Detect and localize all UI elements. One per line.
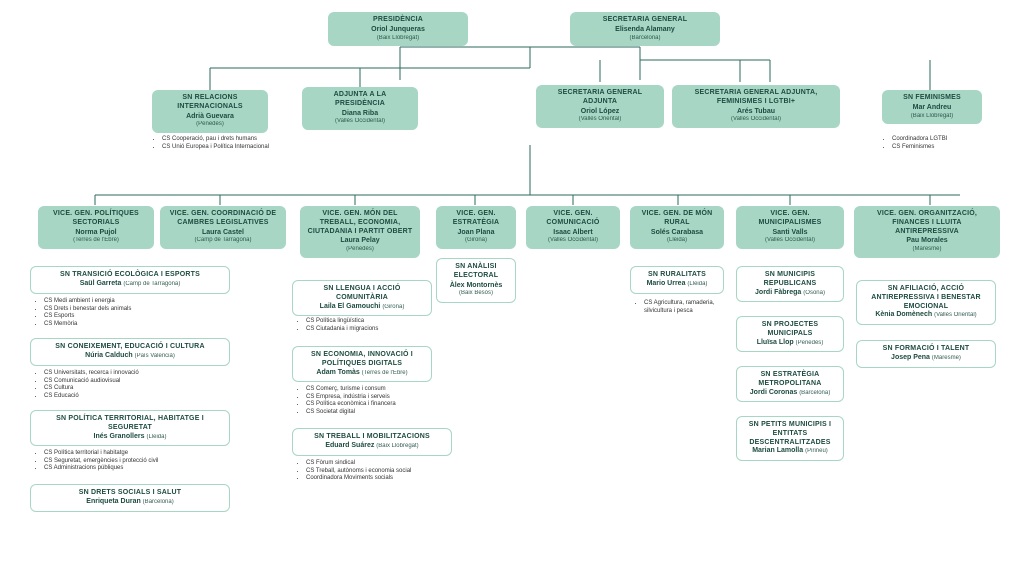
- bullets-rel-intl: CS Cooperació, pau i drets humansCS Unió…: [152, 136, 292, 151]
- bullets-feminismes: Coordinadora LGTBICS Feminismes: [882, 136, 1002, 151]
- node-sn-transicio: SN TRANSICIÓ ECOLÒGICA I ESPORTS Saül Ga…: [30, 266, 230, 294]
- node-sn-estrategia-metropolitana: SN ESTRATÈGIA METROPOLITANA Jordi Corona…: [736, 366, 844, 402]
- node-secretaria-general-adjunta: SECRETARIA GENERAL ADJUNTA Oriol López (…: [536, 85, 664, 128]
- node-vg-comunicacio: VICE. GEN. COMUNICACIÓ Isaac Albert (Val…: [526, 206, 620, 249]
- node-sn-municipis-republicans: SN MUNICIPIS REPUBLICANS Jordi Fàbrega (…: [736, 266, 844, 302]
- bullets-treball-mob: CS Fòrum sindicalCS Treball, autònoms i …: [296, 460, 466, 483]
- node-sn-feminismes: SN FEMINISMES Mar Andreu (Baix Llobregat…: [882, 90, 982, 124]
- bullets-economia: CS Comerç, turisme i consumCS Empresa, i…: [296, 386, 456, 416]
- node-vg-estrategia: VICE. GEN. ESTRATÈGIA Joan Plana (Girona…: [436, 206, 516, 249]
- node-sn-drets-socials: SN DRETS SOCIALS I SALUT Enriqueta Duran…: [30, 484, 230, 512]
- bullets-llengua: CS Política lingüísticaCS Ciutadania i m…: [296, 318, 446, 333]
- node-sn-treball-mobilitzacions: SN TREBALL I MOBILITZACIONS Eduard Suáre…: [292, 428, 452, 456]
- node-sn-afiliacio: SN AFILIACIÓ, ACCIÓ ANTIREPRESSIVA I BEN…: [856, 280, 996, 325]
- bullets-coneixement: CS Universitats, recerca i innovacióCS C…: [34, 370, 234, 400]
- node-secretaria-general-adjunta-feminismes: SECRETARIA GENERAL ADJUNTA, FEMINISMES I…: [672, 85, 840, 128]
- node-vg-cambres: VICE. GEN. COORDINACIÓ DE CAMBRES LEGISL…: [160, 206, 286, 249]
- node-presidencia: PRESIDÈNCIA Oriol Junqueras (Baix Llobre…: [328, 12, 468, 46]
- node-vg-organitzacio: VICE. GEN. ORGANITZACIÓ, FINANCES I LLUI…: [854, 206, 1000, 258]
- node-sn-relacions-internacionals: SN RELACIONS INTERNACIONALS Adrià Guevar…: [152, 90, 268, 133]
- node-vg-municipalismes: VICE. GEN. MUNICIPALISMES Santi Valls (V…: [736, 206, 844, 249]
- node-vg-sectorials: VICE. GEN. POLÍTIQUES SECTORIALS Norma P…: [38, 206, 154, 249]
- node-vg-mon-treball: VICE. GEN. MÓN DEL TREBALL, ECONOMIA, CI…: [300, 206, 420, 258]
- bullets-ruralitats: CS Agricultura, ramaderia, silvicultura …: [634, 300, 734, 315]
- node-sn-formacio-talent: SN FORMACIÓ I TALENT Josep Pena (Maresme…: [856, 340, 996, 368]
- node-sn-politica-territorial: SN POLÍTICA TERRITORIAL, HABITATGE I SEG…: [30, 410, 230, 446]
- node-adjunta-presidencia: ADJUNTA A LA PRESIDÈNCIA Diana Riba (Val…: [302, 87, 418, 130]
- node-sn-petits-municipis: SN PETITS MUNICIPIS I ENTITATS DESCENTRA…: [736, 416, 844, 461]
- node-sn-ruralitats: SN RURALITATS Mario Urrea (Lleida): [630, 266, 724, 294]
- node-sn-economia: SN ECONOMIA, INNOVACIÓ I POLÍTIQUES DIGI…: [292, 346, 432, 382]
- node-sn-projectes-municipals: SN PROJECTES MUNICIPALS Lluïsa Llop (Pen…: [736, 316, 844, 352]
- bullets-transicio: CS Medi ambient i energiaCS Drets i bene…: [34, 298, 234, 328]
- node-sn-coneixement: SN CONEIXEMENT, EDUCACIÓ I CULTURA Núria…: [30, 338, 230, 366]
- node-sn-llengua: SN LLENGUA I ACCIÓ COMUNITÀRIA Laila El …: [292, 280, 432, 316]
- node-secretaria-general: SECRETARIA GENERAL Elisenda Alamany (Bar…: [570, 12, 720, 46]
- bullets-politica-terr: CS Política territorial i habitatgeCS Se…: [34, 450, 244, 473]
- node-vg-mon-rural: VICE. GEN. DE MÓN RURAL Solés Carabasa (…: [630, 206, 724, 249]
- node-sn-analisi-electoral: SN ANÀLISI ELECTORAL Àlex Montornès (Bai…: [436, 258, 516, 303]
